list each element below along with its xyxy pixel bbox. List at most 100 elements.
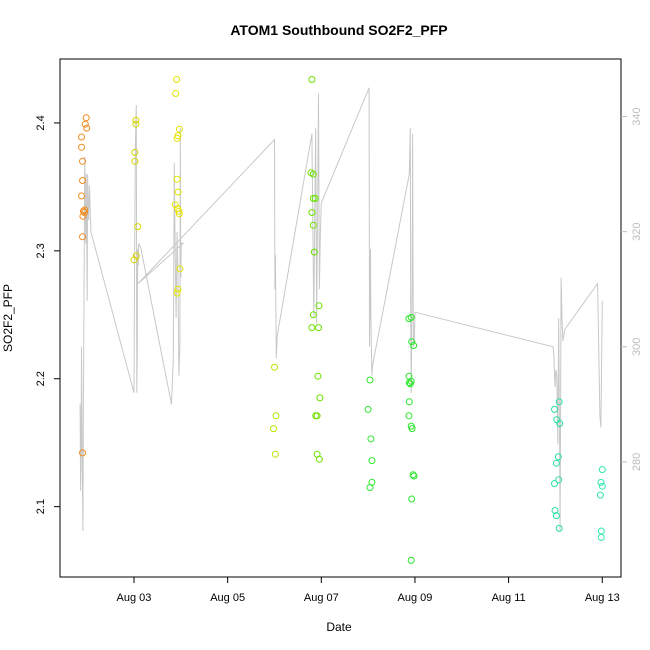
data-point: [597, 533, 605, 541]
data-point: [368, 457, 376, 465]
data-point: [271, 450, 279, 458]
x-tick-label: Aug 03: [117, 592, 152, 604]
x-axis-label: Date: [326, 620, 352, 634]
data-point: [132, 120, 140, 128]
right-axis-line-series: [79, 87, 603, 532]
data-point: [551, 507, 559, 514]
data-point: [176, 265, 184, 273]
data-point: [174, 285, 182, 293]
data-point: [551, 480, 558, 488]
data-point: [78, 133, 85, 141]
y-tick-label: 2.1: [35, 499, 47, 514]
data-point: [314, 372, 322, 380]
data-point: [407, 313, 415, 321]
data-point: [79, 157, 86, 165]
data-point: [309, 311, 317, 319]
data-point: [79, 177, 86, 184]
data-point: [597, 478, 605, 486]
data-point: [315, 324, 322, 332]
data-point: [598, 482, 606, 490]
data-point: [311, 194, 319, 202]
data-point: [364, 405, 372, 413]
data-point: [316, 394, 324, 402]
data-point: [174, 188, 182, 196]
plot-frame: [59, 58, 622, 578]
y2-tick-label: 340: [631, 107, 643, 125]
data-point: [134, 223, 142, 231]
data-point: [173, 289, 181, 297]
y2-tick-label: 280: [631, 453, 643, 471]
data-point: [410, 472, 418, 480]
data-point: [555, 524, 563, 532]
data-point: [82, 114, 90, 122]
data-point: [78, 143, 85, 151]
data-point: [270, 425, 277, 433]
data-point: [408, 495, 416, 503]
x-tick-label: Aug 09: [398, 592, 433, 604]
data-point: [79, 449, 86, 457]
data-point: [81, 206, 89, 214]
data-point: [175, 210, 183, 218]
data-point: [173, 76, 181, 83]
data-point: [271, 363, 278, 371]
data-point: [555, 476, 563, 484]
data-point: [79, 233, 86, 241]
data-point: [309, 194, 317, 202]
x-tick-label: Aug 11: [492, 592, 526, 604]
data-point: [552, 512, 560, 520]
data-point: [313, 412, 321, 420]
y-tick-label: 2.3: [35, 243, 47, 258]
data-point: [410, 342, 418, 349]
data-point: [131, 148, 139, 156]
data-point: [367, 435, 375, 443]
data-point: [174, 132, 182, 140]
data-point: [551, 405, 558, 413]
y2-tick-label: 320: [631, 222, 643, 240]
data-point: [131, 157, 139, 165]
data-point: [405, 398, 413, 406]
data-point: [173, 175, 181, 183]
data-point: [556, 420, 564, 427]
x-tick-label: Aug 13: [585, 592, 620, 604]
data-point: [309, 170, 317, 178]
data-point: [407, 556, 415, 564]
data-point: [552, 459, 560, 467]
data-point: [408, 338, 416, 346]
data-point: [78, 192, 85, 200]
scatter-points: [78, 76, 606, 564]
y-axis-label: SO2F2_PFP: [1, 284, 15, 352]
data-point: [366, 376, 374, 384]
data-point: [406, 380, 414, 388]
x-tick-label: Aug 07: [304, 592, 339, 604]
data-point: [132, 252, 140, 260]
data-point: [132, 116, 140, 124]
data-point: [175, 125, 183, 133]
data-point: [554, 453, 562, 461]
data-point: [308, 324, 316, 332]
data-point: [171, 201, 179, 209]
data-point: [175, 207, 183, 215]
data-point: [79, 212, 87, 220]
data-point: [366, 484, 374, 491]
data-point: [308, 209, 316, 216]
data-point: [272, 412, 280, 420]
data-point: [315, 455, 323, 463]
data-point: [81, 120, 89, 128]
data-point: [405, 412, 413, 420]
data-point: [80, 209, 88, 216]
x-tick-label: Aug 05: [210, 592, 245, 604]
y-axis: 2.1 2.2 2.3 2.4: [35, 115, 60, 514]
y2-tick-label: 300: [631, 338, 643, 356]
data-point: [310, 248, 318, 256]
data-point: [172, 90, 180, 97]
data-point: [555, 398, 563, 406]
data-point: [83, 124, 91, 132]
y-axis-right: 280 300 320 340: [621, 107, 643, 471]
data-point: [409, 471, 417, 479]
data-point: [405, 379, 413, 387]
chart-title: ATOM1 Southbound SO2F2_PFP: [230, 22, 447, 38]
y-tick-label: 2.4: [35, 115, 47, 130]
data-point: [130, 256, 138, 264]
